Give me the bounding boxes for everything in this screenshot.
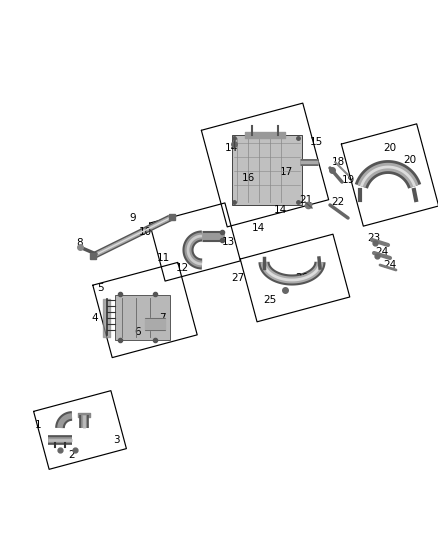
Text: 15: 15 (309, 137, 323, 147)
Text: 10: 10 (138, 227, 152, 237)
Text: 21: 21 (300, 195, 313, 205)
Text: 27: 27 (231, 273, 245, 283)
Text: 2: 2 (69, 450, 75, 460)
Bar (115, 295, 170, 340)
Text: 14: 14 (251, 223, 265, 233)
Text: 26: 26 (295, 273, 309, 283)
Text: 14: 14 (273, 205, 286, 215)
Text: 24: 24 (375, 247, 389, 257)
Text: 3: 3 (113, 435, 119, 445)
Text: 14: 14 (224, 143, 238, 153)
Text: 9: 9 (130, 213, 136, 223)
Text: 19: 19 (341, 175, 355, 185)
Text: 13: 13 (221, 237, 235, 247)
Text: 5: 5 (97, 283, 103, 293)
Text: 8: 8 (77, 238, 83, 248)
Text: 25: 25 (263, 295, 277, 305)
Text: 18: 18 (332, 157, 345, 167)
Text: 20: 20 (403, 155, 417, 165)
Bar (232, 135, 302, 205)
Text: 6: 6 (135, 327, 141, 337)
Text: 11: 11 (156, 253, 170, 263)
Text: 4: 4 (92, 313, 98, 323)
Text: 1: 1 (35, 420, 41, 430)
Text: 17: 17 (279, 167, 293, 177)
Text: 23: 23 (367, 233, 381, 243)
Text: 12: 12 (175, 263, 189, 273)
Text: 24: 24 (383, 260, 397, 270)
Text: 22: 22 (332, 197, 345, 207)
Text: 7: 7 (159, 313, 165, 323)
Text: 20: 20 (383, 143, 396, 153)
Text: 16: 16 (241, 173, 254, 183)
